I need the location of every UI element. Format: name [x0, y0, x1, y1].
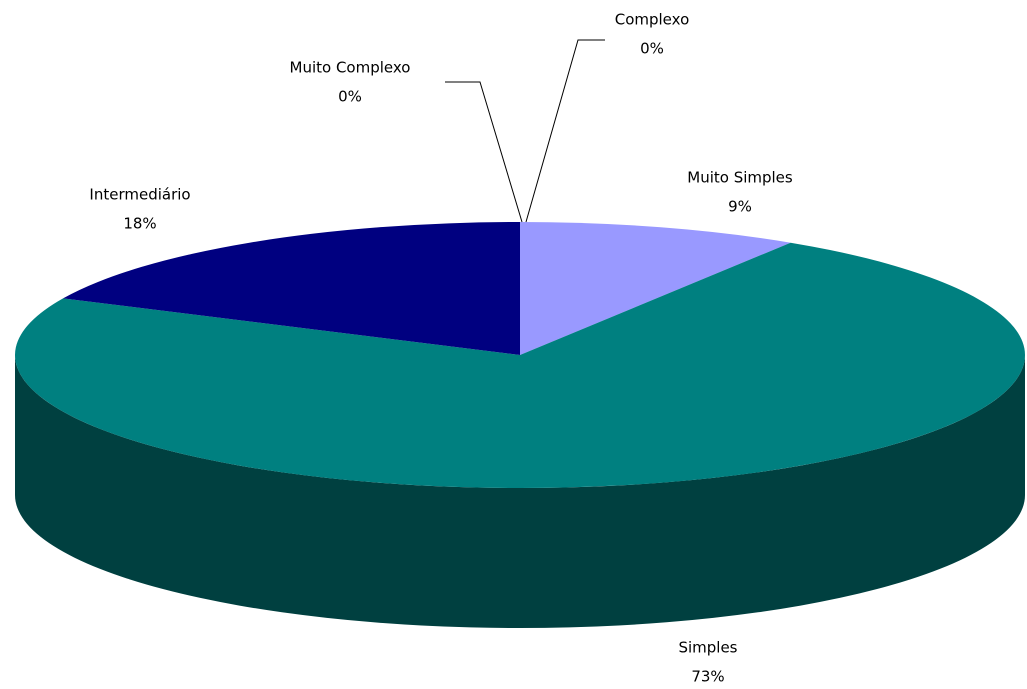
pie-tops	[14, 222, 1025, 489]
value-label: 0%	[338, 88, 362, 106]
value-label: 0%	[640, 40, 664, 58]
category-label: Intermediário	[89, 186, 190, 204]
pie-sides	[15, 355, 1025, 628]
leader-line	[525, 39, 605, 223]
leader-line	[445, 81, 523, 223]
pie-slice	[520, 222, 791, 355]
value-label: 18%	[123, 215, 156, 233]
category-label: Muito Complexo	[290, 59, 411, 77]
category-label: Muito Simples	[687, 169, 793, 187]
labels: Muito Simples 9% Simples 73% Intermediário 18…	[89, 11, 793, 686]
pie-side	[15, 355, 1025, 628]
value-label: 73%	[691, 668, 724, 686]
category-label: Complexo	[615, 11, 690, 29]
category-label: Simples	[678, 639, 737, 657]
value-label: 9%	[728, 198, 752, 216]
pie-slice	[14, 242, 1025, 489]
pie-slice	[63, 222, 520, 355]
